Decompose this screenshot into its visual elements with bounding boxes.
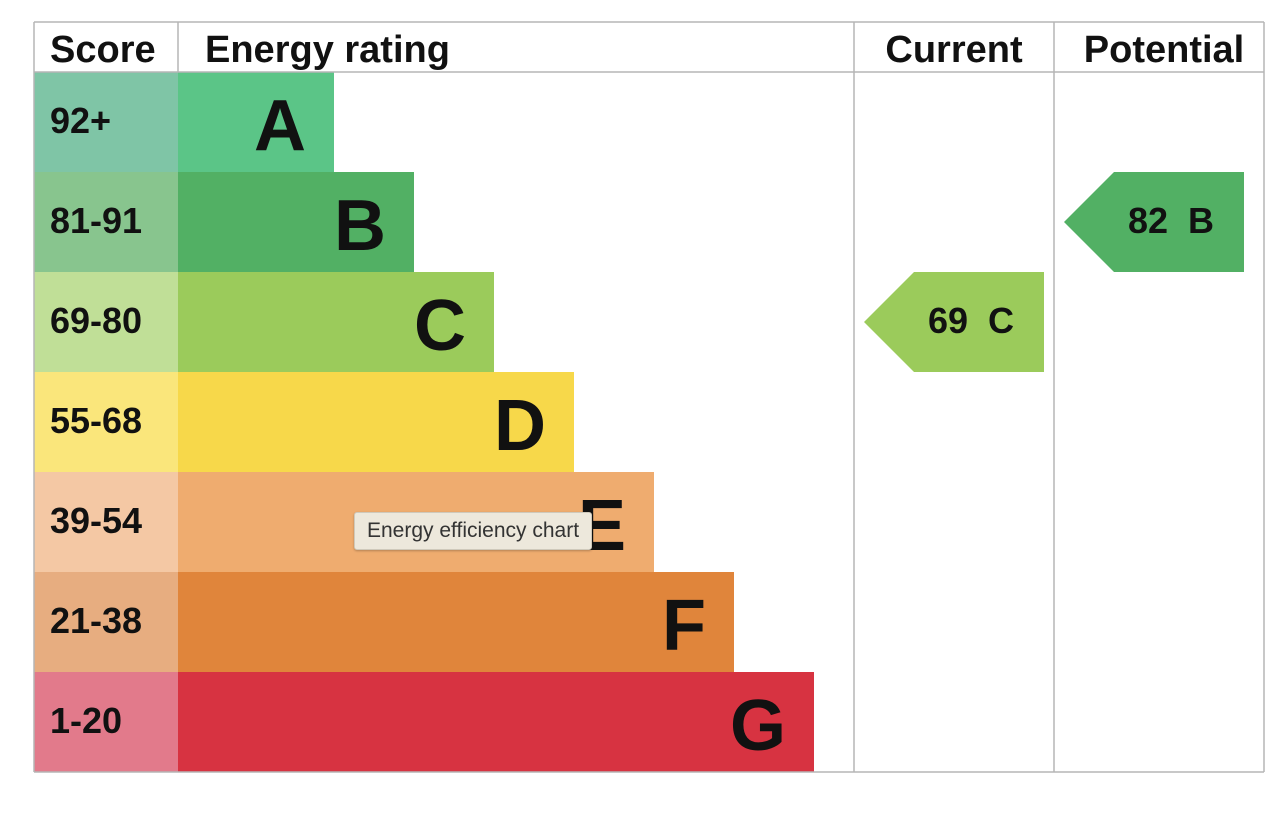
score-range-g: 1-20 [50,700,122,741]
band-letter-g: G [730,686,786,766]
band-letter-d: D [494,386,546,466]
score-range-b: 81-91 [50,200,142,241]
band-bar-g [178,672,814,772]
header-energy-rating: Energy rating [205,29,450,71]
chart-tooltip: Energy efficiency chart [354,512,593,550]
header-score: Score [50,29,156,71]
score-range-a: 92+ [50,100,111,141]
current-rating-band: C [988,300,1014,341]
band-bar-d [178,372,574,472]
score-cell-d [34,372,178,472]
band-bar-b [178,172,414,272]
potential-rating-band: B [1188,200,1214,241]
current-rating-arrow [864,272,1044,372]
band-letter-a: A [254,86,306,166]
header-current: Current [885,29,1023,71]
score-cell-c [34,272,178,372]
band-bar-c [178,272,494,372]
band-letter-b: B [334,186,386,266]
current-rating-value: 69 [928,300,968,341]
score-cell-e [34,472,178,572]
band-bar-f [178,572,734,672]
score-cell-g [34,672,178,772]
potential-rating-value: 82 [1128,200,1168,241]
score-cell-a [34,72,178,172]
band-letter-f: F [662,586,706,666]
score-range-e: 39-54 [50,500,142,541]
score-range-d: 55-68 [50,400,142,441]
score-cell-f [34,572,178,672]
score-range-f: 21-38 [50,600,142,641]
score-range-c: 69-80 [50,300,142,341]
band-letter-c: C [414,286,466,366]
score-cell-b [34,172,178,272]
band-bar-a [178,72,334,172]
potential-rating-arrow [1064,172,1244,272]
header-potential: Potential [1084,29,1244,71]
